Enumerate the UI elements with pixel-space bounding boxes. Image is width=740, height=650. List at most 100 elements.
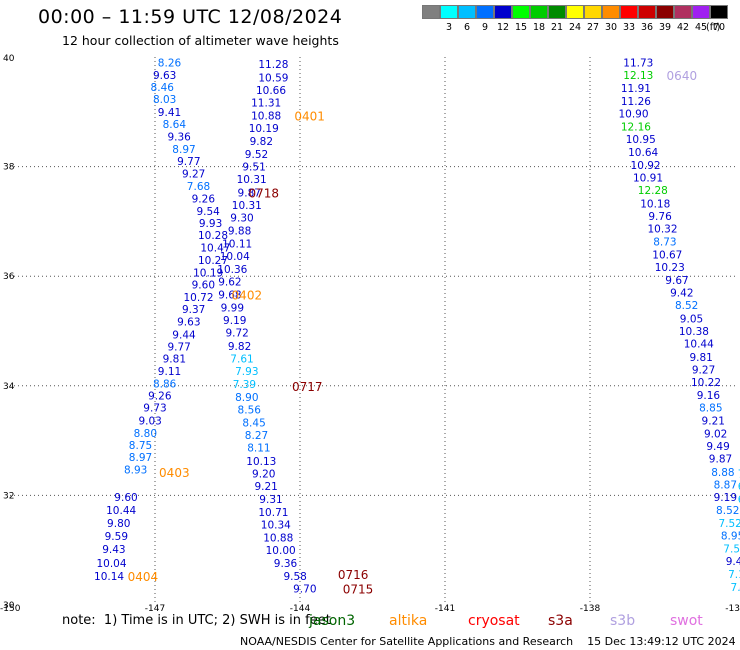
data-point-value: 9.81 [689,352,712,364]
legend-swatch [494,5,512,19]
data-point-value: 9.49 [726,556,740,568]
sat-s3a: s3a [548,613,573,629]
credit-line: NOAA/NESDIS Center for Satellite Applica… [240,635,736,648]
data-point-value: 8.86 [153,379,177,391]
data-point-value: 8.97 [129,452,152,464]
x-tick-label: -150 [0,604,21,614]
data-point-value: 10.59 [258,72,288,84]
data-point-value: 10.67 [652,249,682,261]
data-point-value: 9.73 [143,403,166,415]
data-point-value: 9.11 [158,366,181,378]
data-point-value: 9.54 [196,206,220,218]
pass-time-label: 0718 [248,186,279,200]
color-legend: 3 6 9 12 15 18 21 24 27 30 33 36 39 42 45 70 (ft) [422,5,734,37]
data-point-value: 10.18 [640,198,670,210]
data-point-value: 9.60 [114,492,137,504]
y-tick-label: 34 [3,382,15,392]
footer-note: note: 1) Time is in UTC; 2) SWH is in fe… [62,613,331,628]
data-point-value: 10.13 [246,456,276,468]
data-point-value: 9.82 [250,136,273,148]
data-point-value: 9.87 [709,454,732,466]
data-point-value: 9.21 [702,415,725,427]
legend-label: 24 [568,22,582,33]
data-point-value: 8.85 [699,403,722,415]
legend-label: 30 [604,22,618,33]
data-point-value: 11.91 [621,83,651,95]
data-point-value: 9.31 [259,494,282,506]
data-point-value: 9.87 [238,187,261,199]
legend-swatch [476,5,494,19]
legend-label: 6 [463,22,471,33]
legend-label: 9 [481,22,489,33]
legend-swatch [692,5,710,19]
data-point-value: 9.62 [218,277,241,289]
data-point-value: 9.16 [697,390,721,402]
sat-s3b: s3b [610,613,636,629]
data-point-value: 10.34 [261,519,291,531]
data-point-value: 9.70 [293,584,316,596]
data-point-value: 10.22 [691,377,721,389]
data-point-value: 9.77 [177,156,200,168]
y-tick-label: 30 [3,601,15,611]
data-point-value: 10.91 [633,173,663,185]
legend-swatch [674,5,692,19]
data-point-value: 11.73 [623,57,653,69]
data-point-value: 9.81 [163,353,186,365]
pass-time-label: 0715 [343,583,374,597]
data-point-value: 9.51 [242,162,265,174]
legend-label: 15 [514,22,528,33]
x-tick-label: -13 [725,604,740,614]
data-point-value: 9.63 [153,70,176,82]
data-point-value: 7.18 [728,569,740,581]
data-point-value: 9.42 [670,288,693,300]
data-point-value: 10.92 [631,160,661,172]
legend-swatch [566,5,584,19]
data-point-value: 8.46 [151,82,175,94]
data-point-value: 7.06 [738,468,740,480]
data-point-value: 7.61 [230,353,253,365]
data-point-value: 10.88 [263,533,293,545]
data-point-value: 10.47 [200,243,230,255]
legend-label: 27 [586,22,600,33]
data-point-value: 9.30 [230,213,253,225]
data-point-value: 9.27 [182,169,205,181]
data-point-value: 8.56 [238,404,262,416]
data-point-value: 8.52 [675,300,698,312]
y-tick-label: 36 [3,272,15,282]
legend-swatch [710,5,728,19]
data-point-value: 8.97 [172,144,195,156]
data-point-value: 7.39 [233,379,256,391]
legend-label: 39 [658,22,672,33]
legend-swatch [440,5,458,19]
pass-time-label: 0716 [338,568,369,582]
data-point-value: 10.38 [679,326,709,338]
data-point-value: 10.71 [258,507,288,519]
data-point-value: 6.74 [738,494,740,506]
data-point-value: 8.95 [721,530,740,542]
data-point-value: 9.60 [192,279,215,291]
data-point-value: 9.19 [714,492,737,504]
data-point-value: 9.52 [245,149,268,161]
data-point-value: 10.36 [217,264,247,276]
data-point-value: 9.20 [252,468,275,480]
pass-time-label: 0717 [292,380,323,394]
legend-label: 36 [640,22,654,33]
x-tick-label: -144 [290,604,311,614]
data-point-value: 9.27 [692,364,715,376]
legend-label: 70 [712,22,726,33]
data-point-value: 10.19 [193,267,223,279]
pass-time-label: 0401 [294,110,325,124]
legend-swatch [548,5,566,19]
data-point-value: 8.87 [714,479,737,491]
legend-label: 42 [676,22,690,33]
data-point-value: 10.31 [237,174,267,186]
data-point-value: 9.02 [704,428,727,440]
legend-swatch [458,5,476,19]
data-point-value: 8.52 [716,505,739,517]
data-point-value: 9.05 [680,313,703,325]
data-point-value: 8.80 [134,428,157,440]
data-point-value: 8.11 [247,443,270,455]
data-point-value: 9.68 [218,289,241,301]
data-point-value: 8.64 [163,119,187,131]
